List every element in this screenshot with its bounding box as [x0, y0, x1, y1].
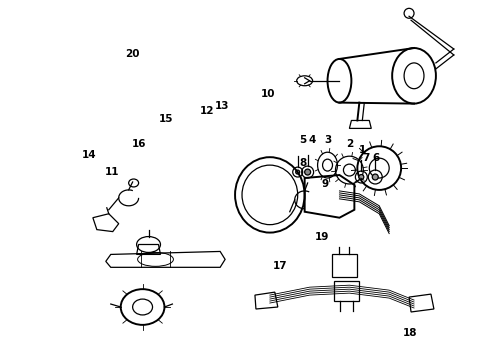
Circle shape: [359, 175, 364, 180]
Text: 7: 7: [362, 153, 369, 163]
Text: 12: 12: [200, 107, 214, 116]
Text: 1: 1: [359, 145, 367, 155]
Text: 20: 20: [125, 49, 139, 59]
Text: 19: 19: [315, 232, 329, 242]
Text: 5: 5: [299, 135, 306, 145]
Circle shape: [305, 169, 311, 175]
Text: 8: 8: [300, 158, 307, 168]
Text: 16: 16: [131, 139, 146, 149]
Text: 18: 18: [402, 328, 417, 338]
Text: 10: 10: [261, 89, 276, 99]
Text: 2: 2: [345, 139, 353, 149]
Text: 13: 13: [214, 101, 229, 111]
Text: 17: 17: [273, 261, 288, 271]
Text: 11: 11: [105, 167, 120, 177]
Text: 9: 9: [322, 179, 329, 189]
Text: 15: 15: [159, 114, 173, 124]
Circle shape: [372, 174, 378, 180]
Circle shape: [295, 170, 300, 174]
Text: 14: 14: [82, 150, 97, 160]
Text: 6: 6: [372, 153, 379, 163]
Text: 4: 4: [309, 135, 316, 145]
Text: 3: 3: [324, 135, 331, 145]
